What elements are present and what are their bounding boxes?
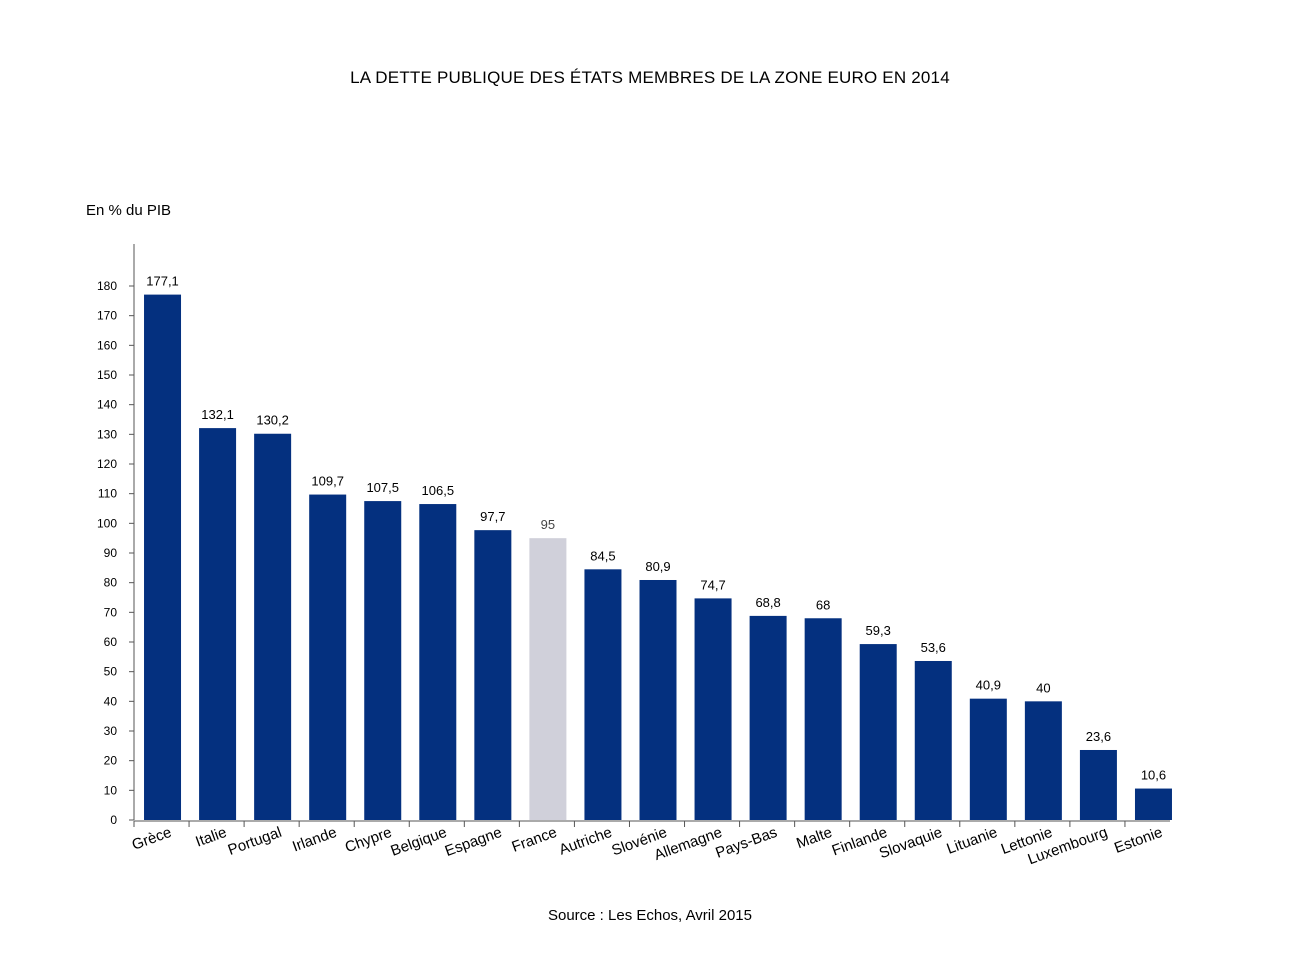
- value-label: 68: [816, 597, 830, 612]
- y-tick-label: 10: [104, 783, 118, 797]
- y-tick-label: 150: [97, 368, 117, 382]
- category-label: Chypre: [343, 824, 394, 857]
- category-label: Autriche: [557, 824, 615, 859]
- category-label: France: [510, 824, 560, 856]
- y-tick-label: 90: [104, 546, 118, 560]
- y-tick-label: 60: [104, 635, 118, 649]
- category-label: Pays-Bas: [713, 824, 779, 862]
- value-label: 95: [541, 517, 555, 532]
- y-tick-label: 50: [104, 665, 118, 679]
- y-tick-label: 170: [97, 309, 117, 323]
- y-tick-label: 0: [110, 813, 117, 827]
- bar-italie: [199, 428, 237, 820]
- bar-luxembourg: [1079, 749, 1117, 820]
- x-axis: [133, 820, 1170, 827]
- value-label: 74,7: [700, 577, 725, 592]
- y-axis: 0 10 20 30 40 50 60 70 80 90 100 110 120 130 140 150 160…: [97, 244, 135, 827]
- value-label: 10,6: [1141, 768, 1166, 783]
- category-label: Espagne: [443, 824, 504, 860]
- bar-irlande: [309, 494, 347, 820]
- bar-belgique: [419, 504, 457, 820]
- y-tick-label: 20: [104, 754, 118, 768]
- bar-slov-nie: [639, 579, 677, 820]
- bar-pays-bas: [749, 615, 787, 820]
- value-label: 97,7: [480, 509, 505, 524]
- category-label: Lituanie: [944, 824, 999, 858]
- bar-allemagne: [694, 598, 732, 820]
- value-label: 80,9: [645, 559, 670, 574]
- category-label: Grèce: [130, 824, 174, 854]
- y-tick-label: 40: [104, 694, 118, 708]
- value-labels: 177,1 132,1 130,2 109,7 107,5 106,5 97,7 95 84,5…: [146, 274, 1166, 783]
- category-label: Italie: [193, 824, 229, 851]
- value-label: 130,2: [256, 413, 289, 428]
- category-label: Estonie: [1112, 824, 1165, 857]
- value-label: 59,3: [866, 623, 891, 638]
- value-label: 40: [1036, 680, 1050, 695]
- bar-malte: [804, 618, 842, 820]
- value-label: 107,5: [366, 480, 399, 495]
- bar-gr-ce: [144, 294, 182, 820]
- source-note: Source : Les Echos, Avril 2015: [547, 907, 752, 924]
- y-tick-label: 80: [104, 576, 118, 590]
- bar-lituanie: [969, 698, 1007, 820]
- bar-portugal: [254, 433, 292, 820]
- bar-finlande: [859, 644, 897, 820]
- y-axis-unit-label: En % du PIB: [86, 202, 172, 219]
- bar-chypre: [364, 501, 402, 820]
- category-label: Slovaquie: [877, 824, 945, 863]
- y-tick-label: 30: [104, 724, 118, 738]
- y-tick-label: 110: [98, 487, 117, 501]
- chart-title: LA DETTE PUBLIQUE DES ÉTATS MEMBRES DE L…: [350, 68, 950, 87]
- bar-lettonie: [1024, 701, 1062, 820]
- bar-estonie: [1134, 788, 1172, 820]
- value-label: 132,1: [201, 407, 234, 422]
- y-tick-label: 70: [104, 605, 118, 619]
- category-label: Portugal: [226, 824, 284, 859]
- category-label: Malte: [794, 824, 834, 853]
- value-label: 68,8: [755, 595, 780, 610]
- bars: [144, 294, 1172, 820]
- bar-autriche: [584, 569, 622, 820]
- y-tick-label: 160: [97, 338, 117, 352]
- y-tick-label: 100: [97, 516, 117, 530]
- value-label: 23,6: [1086, 729, 1111, 744]
- value-label: 106,5: [422, 483, 455, 498]
- value-label: 84,5: [590, 548, 615, 563]
- value-label: 109,7: [311, 474, 344, 489]
- bar-espagne: [474, 530, 512, 820]
- y-tick-label: 180: [97, 279, 117, 293]
- category-label: Belgique: [388, 824, 449, 860]
- value-label: 53,6: [921, 640, 946, 655]
- value-label: 177,1: [146, 274, 179, 289]
- bar-france: [529, 538, 567, 820]
- bar-slovaquie: [914, 660, 952, 820]
- category-label: Irlande: [290, 824, 339, 856]
- y-tick-label: 120: [97, 457, 117, 471]
- value-label: 40,9: [976, 678, 1001, 693]
- y-tick-label: 140: [97, 398, 117, 412]
- y-tick-label: 130: [97, 427, 117, 441]
